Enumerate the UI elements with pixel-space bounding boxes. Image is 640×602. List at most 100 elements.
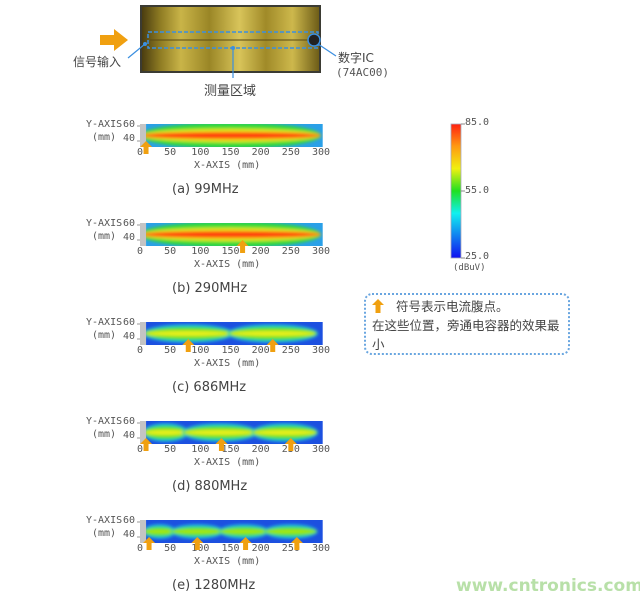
signal-input-label: 信号输入	[73, 55, 122, 69]
digital-ic-label: 数字IC	[338, 51, 374, 65]
heatmap-lobe	[146, 232, 321, 237]
y-tick-label: 60	[123, 218, 136, 229]
x-tick-label: 200	[251, 246, 270, 257]
x-tick-label: 250	[281, 147, 300, 158]
colorbar-min: 25.0	[465, 251, 490, 262]
antinode-arrow-icon	[143, 537, 156, 550]
y-axis-label: Y-AXIS	[86, 218, 123, 229]
heatmap	[137, 223, 323, 253]
x-tick-label: 100	[191, 444, 210, 455]
panel-caption: (d) 880MHz	[172, 479, 248, 494]
x-tick-label: 50	[164, 444, 177, 455]
x-tick-label: 100	[191, 345, 210, 356]
note-line-1: 符号表示电流腹点。	[372, 297, 562, 316]
x-tick-label: 200	[251, 543, 270, 554]
heatmap-lobe	[219, 529, 269, 534]
heatmap-unmeasured-strip	[140, 322, 147, 345]
x-tick-label: 0	[136, 345, 144, 356]
x-tick-label: 300	[311, 147, 331, 158]
digital-ic-callout-line	[317, 43, 337, 57]
heatmap-unmeasured-strip	[140, 421, 147, 444]
digital-ic-part: (74AC00)	[336, 66, 389, 79]
x-tick-label: 250	[281, 345, 300, 356]
heatmap	[137, 520, 323, 550]
y-tick-label: 60	[123, 416, 136, 427]
x-tick-label: 300	[311, 444, 331, 455]
y-axis-label: Y-AXIS	[86, 317, 123, 328]
digital-ic-highlight	[307, 33, 321, 47]
antinode-arrow-icon	[182, 339, 195, 352]
heatmap-lobe	[171, 529, 223, 534]
antinode-arrow-icon	[215, 438, 228, 451]
x-tick-label: 200	[251, 147, 270, 158]
y-tick-label: 40	[123, 331, 136, 342]
top-annotations	[100, 29, 337, 78]
note-box: 符号表示电流腹点。 在这些位置，旁通电容器的效果最小	[364, 293, 570, 355]
y-axis-unit: (mm)	[92, 429, 117, 440]
x-tick-label: 100	[191, 543, 210, 554]
y-tick-label: 40	[123, 133, 136, 144]
heatmap-lobe	[184, 430, 256, 435]
heatmap-lobe	[146, 430, 187, 435]
heatmap-unmeasured-strip	[140, 520, 147, 543]
x-tick-label: 150	[221, 345, 240, 356]
x-axis-label: X-AXIS (mm)	[194, 457, 261, 468]
panel-caption: (b) 290MHz	[172, 281, 248, 296]
y-tick-label: 60	[123, 317, 136, 328]
y-tick-label: 40	[123, 232, 136, 243]
x-axis-label: X-AXIS (mm)	[194, 160, 261, 171]
antinode-arrow-icon	[372, 299, 384, 313]
x-axis-label: X-AXIS (mm)	[194, 259, 261, 270]
signal-input-callout-dot	[143, 42, 147, 46]
x-tick-label: 100	[191, 147, 210, 158]
colorbar-mid: 55.0	[465, 185, 490, 196]
antinode-arrow-icon	[140, 438, 153, 451]
x-tick-label: 150	[221, 147, 240, 158]
heatmap	[137, 322, 323, 352]
note-line-2: 在这些位置，旁通电容器的效果最小	[372, 318, 560, 352]
colorbar-gradient	[450, 123, 462, 259]
x-axis-label: X-AXIS (mm)	[194, 556, 261, 567]
antinode-arrow-icon	[191, 537, 204, 550]
x-axis-label: X-AXIS (mm)	[194, 358, 261, 369]
x-tick-label: 200	[251, 444, 270, 455]
heatmap-lobe	[230, 331, 315, 336]
y-axis-unit: (mm)	[92, 528, 117, 539]
measurement-area-callout-dot	[231, 46, 235, 50]
antinode-arrow-icon	[284, 438, 297, 451]
panel-caption: (c) 686MHz	[172, 380, 247, 395]
x-tick-label: 300	[311, 246, 331, 257]
x-tick-label: 250	[281, 543, 300, 554]
y-tick-label: 40	[123, 529, 136, 540]
x-tick-label: 50	[164, 543, 177, 554]
x-tick-label: 150	[221, 246, 240, 257]
pcb-photo	[140, 5, 321, 73]
panel-caption: (e) 1280MHz	[172, 578, 256, 593]
note-text-1: 符号表示电流腹点。	[396, 299, 509, 314]
x-tick-label: 50	[164, 246, 177, 257]
colorbar-unit: (dBuV)	[453, 263, 486, 273]
x-tick-label: 200	[251, 345, 270, 356]
heatmap	[137, 124, 323, 154]
heatmap-lobe	[146, 133, 321, 138]
colorbar-max: 85.0	[465, 117, 490, 128]
antinode-arrow-icon	[236, 240, 249, 253]
antinode-arrow-icon	[140, 141, 153, 154]
y-tick-label: 60	[123, 515, 136, 526]
x-tick-label: 150	[221, 444, 240, 455]
signal-input-arrow-icon	[100, 29, 128, 51]
y-axis-label: Y-AXIS	[86, 515, 123, 526]
antinode-arrow-icon	[290, 537, 303, 550]
heatmap-lobe	[146, 331, 231, 336]
y-axis-label: Y-AXIS	[86, 119, 123, 130]
watermark: www.cntronics.com	[456, 576, 640, 596]
x-tick-label: 250	[281, 246, 300, 257]
y-axis-unit: (mm)	[92, 330, 117, 341]
measurement-area-label: 测量区域	[204, 84, 257, 99]
x-tick-label: 50	[164, 345, 177, 356]
